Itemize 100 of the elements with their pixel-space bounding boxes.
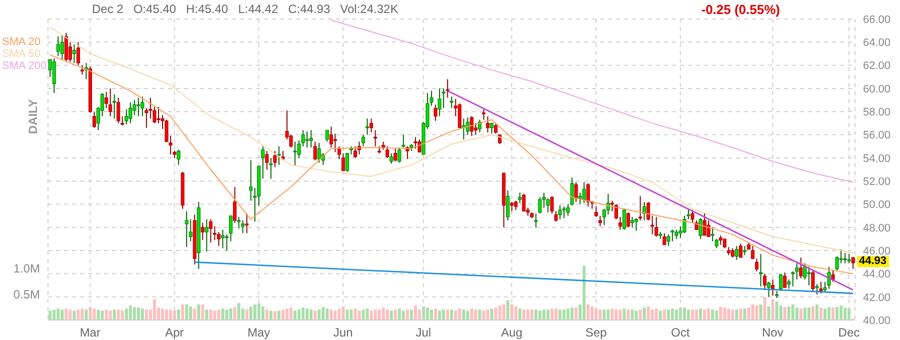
- candlestick: [650, 215, 654, 235]
- bar: [666, 310, 670, 320]
- line-series: [50, 26, 854, 254]
- candlestick: [698, 218, 702, 240]
- candlestick: [783, 272, 787, 288]
- candlestick: [241, 220, 245, 234]
- candlestick: [337, 146, 341, 160]
- candlestick: [702, 212, 706, 236]
- bar: [570, 308, 574, 320]
- line-series: [330, 20, 854, 183]
- bar: [844, 308, 847, 320]
- bar: [530, 310, 534, 320]
- bar: [48, 310, 52, 320]
- bar: [634, 310, 638, 320]
- candlestick: [779, 273, 783, 292]
- candlestick: [630, 216, 634, 228]
- candlestick: [116, 97, 120, 124]
- y-tick-label: 56.00: [863, 130, 891, 142]
- bar: [787, 306, 790, 320]
- bar: [630, 310, 634, 320]
- bar: [201, 304, 204, 320]
- candlestick: [606, 193, 610, 216]
- candlestick: [64, 32, 68, 62]
- bar: [76, 310, 80, 320]
- candlestick: [598, 215, 602, 227]
- bar: [338, 308, 341, 320]
- candlestick: [815, 284, 819, 296]
- bar: [638, 310, 642, 320]
- candlestick: [414, 136, 418, 150]
- candlestick: [642, 201, 646, 221]
- bar: [261, 306, 264, 320]
- bar: [743, 308, 746, 320]
- bar: [622, 308, 626, 320]
- candlestick: [654, 216, 658, 238]
- candlestick: [534, 212, 538, 228]
- bar: [52, 310, 56, 320]
- y-tick-label: 40.00: [863, 314, 891, 327]
- bar: [269, 310, 272, 320]
- candlestick: [662, 232, 666, 246]
- bar: [502, 304, 506, 320]
- bar: [414, 305, 417, 320]
- bar: [265, 310, 268, 320]
- candlestick: [638, 196, 642, 221]
- bar: [526, 310, 530, 320]
- bar: [398, 308, 401, 320]
- bar: [418, 310, 421, 320]
- candlestick: [325, 130, 329, 142]
- x-tick-label: Dec: [838, 326, 860, 340]
- candlestick: [184, 210, 188, 248]
- y-tick-label: 60.00: [863, 83, 891, 96]
- bar: [390, 310, 393, 320]
- bar: [727, 308, 730, 320]
- candlestick: [398, 147, 402, 164]
- y-tick-label: 46.00: [863, 245, 891, 258]
- candlestick: [734, 245, 738, 260]
- bar: [112, 310, 116, 320]
- candlestick: [674, 229, 678, 240]
- bar: [318, 310, 321, 320]
- candlestick: [738, 243, 742, 258]
- candlestick: [80, 64, 84, 76]
- candlestick: [176, 149, 180, 166]
- y-tick-label: 50.00: [863, 199, 891, 212]
- bar: [719, 307, 722, 320]
- candlestick: [851, 256, 855, 270]
- bar: [298, 310, 301, 320]
- bar: [618, 310, 622, 320]
- candlestick: [329, 126, 333, 148]
- bar: [739, 308, 742, 320]
- bar: [56, 308, 60, 320]
- bar: [574, 308, 578, 320]
- candlestick: [758, 254, 762, 287]
- bar: [811, 306, 814, 320]
- bar: [72, 310, 76, 320]
- candlestick: [730, 248, 734, 258]
- bar: [654, 308, 658, 320]
- text: 44.93: [857, 254, 889, 267]
- candlestick: [799, 256, 803, 279]
- bar: [658, 310, 662, 320]
- bar: [277, 310, 280, 320]
- bar: [832, 308, 835, 320]
- candlestick: [506, 190, 510, 221]
- bar: [534, 310, 538, 320]
- bar: [84, 310, 88, 320]
- bar: [169, 310, 172, 320]
- candlestick: [434, 104, 438, 122]
- x-tick-label: Nov: [762, 326, 784, 340]
- bar: [755, 305, 758, 320]
- candlestick: [807, 266, 811, 286]
- bar: [626, 310, 630, 320]
- candlestick: [538, 196, 542, 214]
- bar: [731, 310, 734, 320]
- bar: [438, 310, 442, 320]
- bar: [217, 310, 220, 320]
- bar: [92, 308, 96, 320]
- bar: [606, 310, 610, 320]
- candlestick: [56, 36, 60, 57]
- candlestick: [787, 278, 791, 290]
- bar: [474, 310, 478, 320]
- candlestick: [273, 150, 277, 168]
- candlestick: [466, 116, 470, 136]
